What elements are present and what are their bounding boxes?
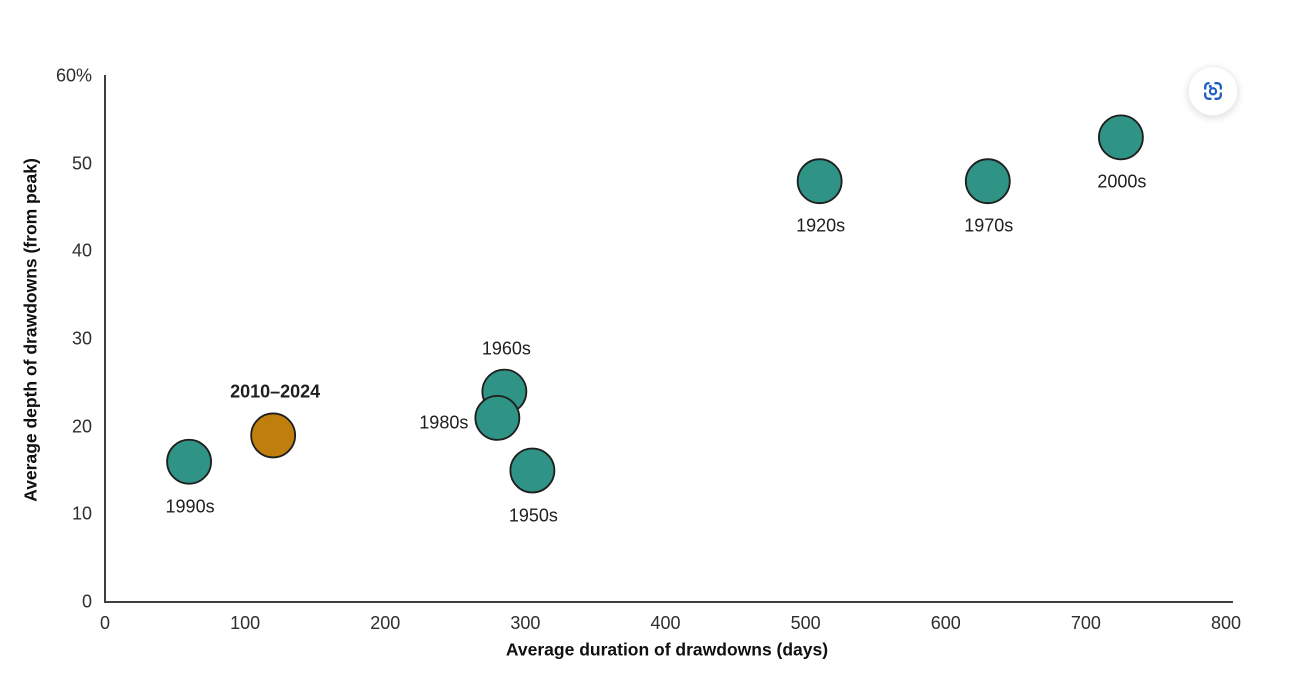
x-tick-label: 300 [510,613,541,633]
data-point-2000s [1098,114,1144,161]
point-label-2010-2024: 2010–2024 [230,381,321,402]
x-tick-label: 100 [230,613,261,633]
point-label-1970s: 1970s [964,215,1014,236]
point-label-1920s: 1920s [796,215,846,236]
y-tick-label: 0 [81,591,92,612]
x-tick-label: 700 [1070,613,1101,633]
y-tick-label: 40 [71,240,92,261]
y-axis-title: Average depth of drawdowns (from peak) [20,158,41,502]
x-tick-label: 400 [650,613,681,633]
point-label-1990s: 1990s [165,496,215,517]
data-point-1990s [166,438,212,485]
screenshot-capture-button[interactable] [1188,66,1238,116]
data-point-1970s [964,158,1011,205]
data-point-2010-2024 [250,412,297,459]
point-label-1950s: 1950s [508,505,558,525]
x-tick-label: 800 [1210,613,1242,633]
x-tick-label: 500 [790,613,821,633]
x-tick-label: 600 [930,613,961,633]
point-label-1960s: 1960s [481,338,531,359]
data-point-1950s [509,447,556,494]
data-points-layer [166,114,1144,494]
y-tick-label: 60% [55,65,92,86]
y-tick-label: 30 [71,328,92,349]
x-tick-label: 200 [370,613,401,633]
y-tick-label: 10 [71,503,92,524]
x-tick-label: 0 [99,613,111,633]
data-point-1980s [474,394,521,441]
camera-capture-icon [1204,82,1222,100]
point-label-2000s: 2000s [1097,171,1147,192]
point-label-1980s: 1980s [419,412,469,433]
y-tick-label: 50 [71,153,92,174]
x-axis-title: Average duration of drawdowns (days) [505,639,829,660]
y-tick-label: 20 [71,416,92,437]
data-point-1920s [796,158,843,205]
